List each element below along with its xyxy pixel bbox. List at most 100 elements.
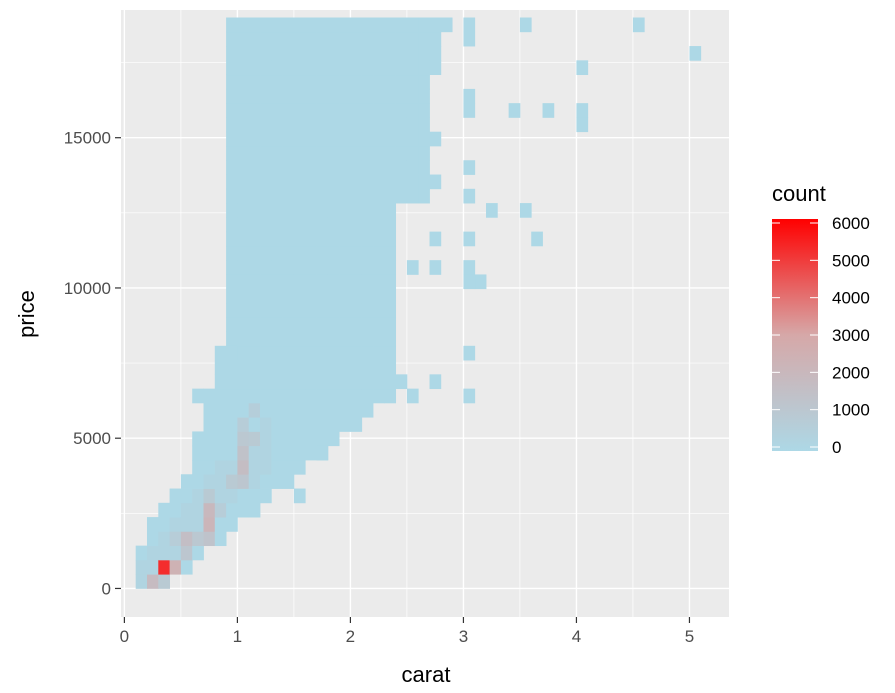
heatmap-cell bbox=[260, 145, 272, 161]
heatmap-cell bbox=[203, 402, 216, 418]
heatmap-cell bbox=[327, 74, 340, 90]
heatmap-cell bbox=[327, 302, 340, 318]
heatmap-cell bbox=[327, 88, 340, 104]
heatmap-cell bbox=[293, 445, 306, 461]
heatmap-cell bbox=[418, 145, 430, 161]
heatmap-cell bbox=[316, 74, 329, 90]
heatmap-cell bbox=[282, 145, 295, 161]
heatmap-cell bbox=[192, 459, 204, 475]
heatmap-cell bbox=[293, 360, 306, 375]
heatmap-cell bbox=[361, 117, 374, 133]
heatmap-cell bbox=[248, 431, 261, 447]
heatmap-cell bbox=[192, 474, 204, 489]
heatmap-cell bbox=[237, 288, 250, 304]
heatmap-cell bbox=[361, 402, 374, 418]
heatmap-cell bbox=[158, 531, 170, 547]
heatmap-cell bbox=[542, 103, 555, 118]
heatmap-cell bbox=[418, 131, 430, 147]
heatmap-cell bbox=[316, 217, 329, 233]
heatmap-cell bbox=[237, 231, 250, 247]
heatmap-cell bbox=[339, 360, 351, 375]
heatmap-cell bbox=[406, 74, 419, 90]
heatmap-cell bbox=[350, 231, 363, 247]
heatmap-cell bbox=[384, 17, 397, 33]
heatmap-cell bbox=[463, 31, 476, 47]
heatmap-cell bbox=[395, 174, 408, 190]
legend-label: 0 bbox=[832, 438, 841, 457]
heatmap-cell bbox=[293, 345, 306, 361]
heatmap-cell bbox=[226, 488, 238, 504]
heatmap-cell bbox=[180, 517, 193, 532]
heatmap-cell bbox=[248, 17, 261, 33]
heatmap-cell bbox=[429, 31, 442, 47]
heatmap-cell bbox=[305, 88, 317, 104]
heatmap-cell bbox=[237, 174, 250, 190]
heatmap-cell bbox=[169, 545, 182, 561]
heatmap-cell bbox=[339, 274, 351, 290]
heatmap-cell bbox=[384, 46, 397, 61]
heatmap-cell bbox=[327, 417, 340, 432]
x-tick-label: 5 bbox=[685, 627, 694, 646]
heatmap-cell bbox=[350, 374, 363, 390]
heatmap-cell bbox=[305, 417, 317, 432]
heatmap-cell bbox=[384, 245, 397, 261]
heatmap-cell bbox=[293, 17, 306, 33]
legend-label: 4000 bbox=[832, 289, 870, 308]
heatmap-cell bbox=[361, 217, 374, 233]
heatmap-cell bbox=[203, 474, 216, 489]
heatmap-cell bbox=[339, 46, 351, 61]
heatmap-cell bbox=[384, 74, 397, 90]
heatmap-cell bbox=[373, 174, 385, 190]
heatmap-cell bbox=[576, 117, 589, 133]
heatmap-cell bbox=[248, 502, 261, 518]
heatmap-cell bbox=[531, 231, 543, 247]
heatmap-cell bbox=[282, 374, 295, 390]
heatmap-cell bbox=[248, 345, 261, 361]
heatmap-cell bbox=[463, 345, 476, 361]
heatmap-cell bbox=[576, 60, 589, 76]
heatmap-cell bbox=[384, 60, 397, 76]
heatmap-cell bbox=[474, 274, 487, 290]
heatmap-cell bbox=[395, 46, 408, 61]
heatmap-cell bbox=[395, 31, 408, 47]
heatmap-cell bbox=[282, 188, 295, 204]
heatmap-cell bbox=[282, 160, 295, 175]
heatmap-cell bbox=[327, 103, 340, 118]
heatmap-cell bbox=[327, 174, 340, 190]
heatmap-cell bbox=[406, 388, 419, 404]
heatmap-cell bbox=[180, 474, 193, 489]
heatmap-cell bbox=[373, 360, 385, 375]
heatmap-cell bbox=[316, 60, 329, 76]
heatmap-cell bbox=[214, 459, 227, 475]
heatmap-cell bbox=[158, 545, 170, 561]
heatmap-cell bbox=[180, 488, 193, 504]
heatmap-cell bbox=[271, 145, 284, 161]
heatmap-cell bbox=[282, 274, 295, 290]
heatmap-cell bbox=[237, 431, 250, 447]
heatmap-cell bbox=[226, 46, 238, 61]
heatmap-cell bbox=[282, 388, 295, 404]
heatmap-cell bbox=[361, 74, 374, 90]
heatmap-cell bbox=[226, 231, 238, 247]
heatmap-cell bbox=[384, 388, 397, 404]
heatmap-cell bbox=[305, 17, 317, 33]
heatmap-cell bbox=[429, 231, 442, 247]
heatmap-cell bbox=[169, 559, 182, 575]
heatmap-cell bbox=[293, 317, 306, 332]
heatmap-cell bbox=[226, 260, 238, 275]
heatmap-cell bbox=[361, 203, 374, 218]
heatmap-cell bbox=[406, 260, 419, 275]
heatmap-cell bbox=[237, 345, 250, 361]
heatmap-cell bbox=[429, 60, 442, 76]
heatmap-cell bbox=[192, 445, 204, 461]
heatmap-cell bbox=[293, 131, 306, 147]
heatmap-cell bbox=[226, 388, 238, 404]
heatmap-cell bbox=[214, 402, 227, 418]
heatmap-cell bbox=[260, 445, 272, 461]
y-tick-label: 5000 bbox=[73, 429, 111, 448]
heatmap-cell bbox=[350, 274, 363, 290]
heatmap-cell bbox=[395, 117, 408, 133]
heatmap-cell bbox=[248, 445, 261, 461]
heatmap-cell bbox=[226, 103, 238, 118]
heatmap-cell bbox=[248, 31, 261, 47]
